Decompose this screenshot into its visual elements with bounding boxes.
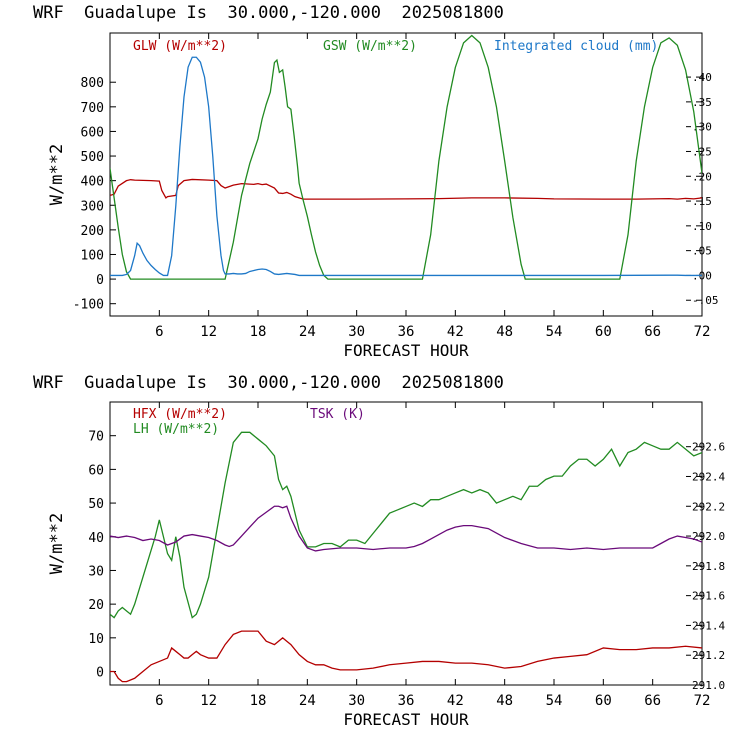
y-left-tick-label: 400 xyxy=(81,175,104,190)
y-right-tick-label: .35 xyxy=(692,96,712,109)
y-right-tick-label: 292.2 xyxy=(692,500,725,513)
plot-frame xyxy=(109,32,703,317)
y-right-tick-label: 292.6 xyxy=(692,441,725,454)
y-right-tick-label: .25 xyxy=(692,145,712,158)
x-tick-label: 60 xyxy=(595,324,612,340)
x-tick-label: 6 xyxy=(155,324,163,340)
x-tick-label: 48 xyxy=(496,324,513,340)
series-line-2 xyxy=(110,34,702,280)
series-line-3 xyxy=(110,56,702,277)
y-left-tick-label: -100 xyxy=(73,298,104,313)
y-left-tick-label: 60 xyxy=(88,463,104,478)
x-tick-label: 30 xyxy=(348,693,365,709)
x-tick-label: 42 xyxy=(447,324,464,340)
y-left-tick-label: 200 xyxy=(81,224,104,239)
y-left-tick-label: 0 xyxy=(96,666,104,681)
y-left-tick-label: 0 xyxy=(96,273,104,288)
x-tick-label: 72 xyxy=(694,324,711,340)
y-right-tick-label: 291.0 xyxy=(692,679,725,692)
y-left-tick-label: 100 xyxy=(81,248,104,263)
y-right-tick-label: .05 xyxy=(692,245,712,258)
y-left-tick-label: 600 xyxy=(81,125,104,140)
x-tick-label: 12 xyxy=(200,693,217,709)
plot-frame xyxy=(109,401,703,686)
x-tick-label: 24 xyxy=(299,693,316,709)
y-axis-label: W/m**2 xyxy=(47,144,67,205)
y-right-tick-label: .20 xyxy=(692,170,712,183)
y-right-tick-label: .40 xyxy=(692,71,712,84)
legend-entry-2: GSW (W/m**2) xyxy=(323,39,417,54)
legend-entry-3: TSK (K) xyxy=(310,407,365,422)
x-tick-label: 60 xyxy=(595,693,612,709)
y-right-tick-label: .30 xyxy=(692,121,712,134)
x-tick-label: 54 xyxy=(546,324,563,340)
y-left-tick-label: 800 xyxy=(81,76,104,91)
y-right-tick-label: 291.4 xyxy=(692,619,725,632)
y-right-tick-label: 291.8 xyxy=(692,560,725,573)
y-right-tick-label: 291.2 xyxy=(692,649,725,662)
x-tick-label: 18 xyxy=(250,324,267,340)
series-line-2 xyxy=(110,431,702,619)
x-tick-label: 6 xyxy=(155,693,163,709)
y-left-tick-label: 50 xyxy=(88,497,104,512)
x-tick-label: 48 xyxy=(496,693,513,709)
series-line-3 xyxy=(110,505,702,552)
y-left-tick-label: 500 xyxy=(81,150,104,165)
x-tick-label: 24 xyxy=(299,324,316,340)
y-right-tick-label: .10 xyxy=(692,220,712,233)
chart-panel-1: WRF Guadalupe Is 30.000,-120.000 2025081… xyxy=(33,3,719,360)
y-left-tick-label: 30 xyxy=(88,564,104,579)
x-tick-label: 18 xyxy=(250,693,267,709)
y-right-tick-label: 292.0 xyxy=(692,530,725,543)
y-left-tick-label: 300 xyxy=(81,199,104,214)
legend-entry-3: Integrated cloud (mm) xyxy=(494,39,658,54)
chart-title: WRF Guadalupe Is 30.000,-120.000 2025081… xyxy=(33,3,504,23)
legend-entry-2: LH (W/m**2) xyxy=(133,422,219,437)
y-axis-label: W/m**2 xyxy=(47,513,67,574)
x-tick-label: 36 xyxy=(398,324,415,340)
y-left-tick-label: 20 xyxy=(88,598,104,613)
y-left-tick-label: 700 xyxy=(81,101,104,116)
y-right-tick-label: .15 xyxy=(692,195,712,208)
x-tick-label: 42 xyxy=(447,693,464,709)
x-tick-label: 72 xyxy=(694,693,711,709)
x-tick-label: 54 xyxy=(546,693,563,709)
chart-panel-2: WRF Guadalupe Is 30.000,-120.000 2025081… xyxy=(33,373,725,729)
legend-entry-1: HFX (W/m**2) xyxy=(133,407,227,422)
x-tick-label: 66 xyxy=(644,324,661,340)
chart-title: WRF Guadalupe Is 30.000,-120.000 2025081… xyxy=(33,373,504,393)
y-right-tick-label: 292.4 xyxy=(692,470,725,483)
series-line-1 xyxy=(110,630,702,683)
legend-entry-1: GLW (W/m**2) xyxy=(133,39,227,54)
x-axis-label: FORECAST HOUR xyxy=(343,341,469,360)
x-tick-label: 12 xyxy=(200,324,217,340)
y-right-tick-label: -.05 xyxy=(692,294,719,307)
x-tick-label: 36 xyxy=(398,693,415,709)
y-left-tick-label: 40 xyxy=(88,531,104,546)
series-line-1 xyxy=(110,178,702,200)
y-left-tick-label: 70 xyxy=(88,430,104,445)
x-tick-label: 30 xyxy=(348,324,365,340)
x-axis-label: FORECAST HOUR xyxy=(343,710,469,729)
y-right-tick-label: 291.6 xyxy=(692,590,725,603)
y-left-tick-label: 10 xyxy=(88,632,104,647)
x-tick-label: 66 xyxy=(644,693,661,709)
